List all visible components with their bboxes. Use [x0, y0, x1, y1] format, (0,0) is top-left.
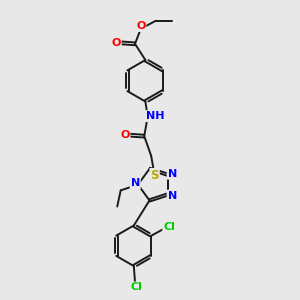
Text: O: O	[111, 38, 121, 48]
Text: N: N	[168, 190, 177, 200]
Text: O: O	[136, 21, 146, 31]
Text: Cl: Cl	[130, 282, 142, 292]
Text: N: N	[168, 169, 177, 179]
Text: N: N	[130, 178, 140, 188]
Text: O: O	[120, 130, 130, 140]
Text: S: S	[150, 169, 159, 182]
Text: Cl: Cl	[163, 222, 175, 232]
Text: NH: NH	[146, 111, 164, 121]
